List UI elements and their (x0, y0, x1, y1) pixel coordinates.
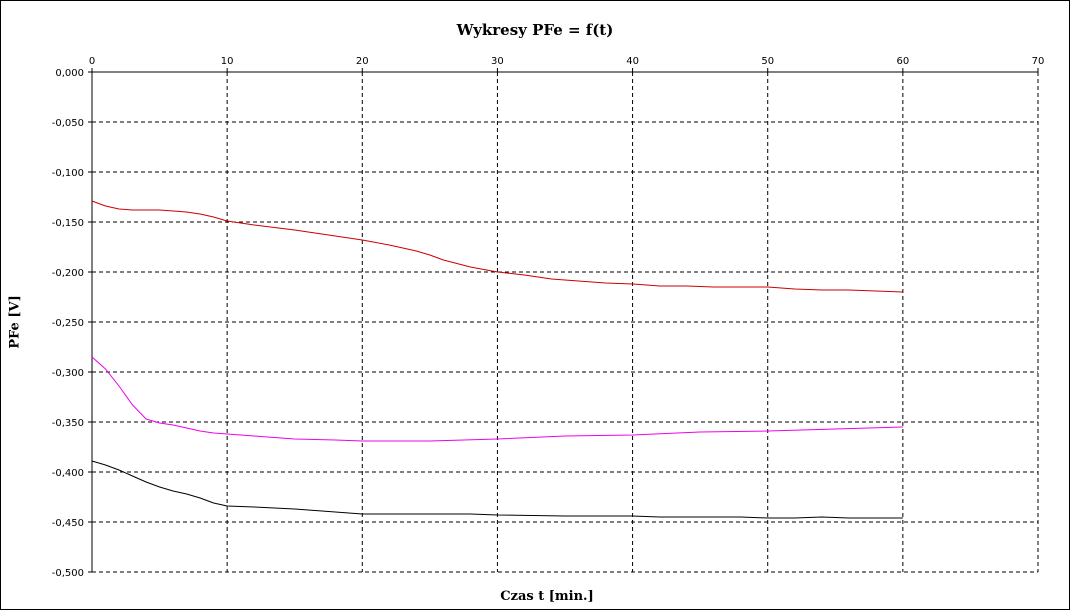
x-tick-label: 0 (89, 56, 95, 67)
y-tick-label: -0,450 (52, 518, 84, 529)
series-line-1 (91, 200, 903, 293)
x-tick-label: 60 (896, 56, 909, 67)
x-tick-label: 50 (761, 56, 774, 67)
x-tick-label: 70 (1032, 56, 1045, 67)
x-tick-label: 40 (626, 56, 639, 67)
y-tick-label: -0,250 (52, 318, 84, 329)
y-tick-label: -0,350 (52, 418, 84, 429)
y-tick-label: -0,050 (52, 118, 84, 129)
x-tick-label: 20 (356, 56, 369, 67)
y-tick-label: -0,500 (52, 568, 84, 579)
series-line-3 (91, 460, 903, 519)
x-tick-label: 30 (491, 56, 504, 67)
y-tick-label: -0,400 (52, 468, 84, 479)
y-tick-label: -0,150 (52, 218, 84, 229)
chart-title: Wykresy PFe = f(t) (456, 21, 614, 39)
series-line-2 (91, 356, 903, 442)
y-axis-label: PFe [V] (7, 295, 23, 349)
y-tick-label: -0,300 (52, 368, 84, 379)
y-tick-label: 0,000 (55, 68, 84, 79)
x-axis-label: Czas t [min.] (500, 589, 594, 604)
y-tick-label: -0,100 (52, 168, 84, 179)
y-tick-label: -0,200 (52, 268, 84, 279)
x-tick-label: 10 (221, 56, 234, 67)
